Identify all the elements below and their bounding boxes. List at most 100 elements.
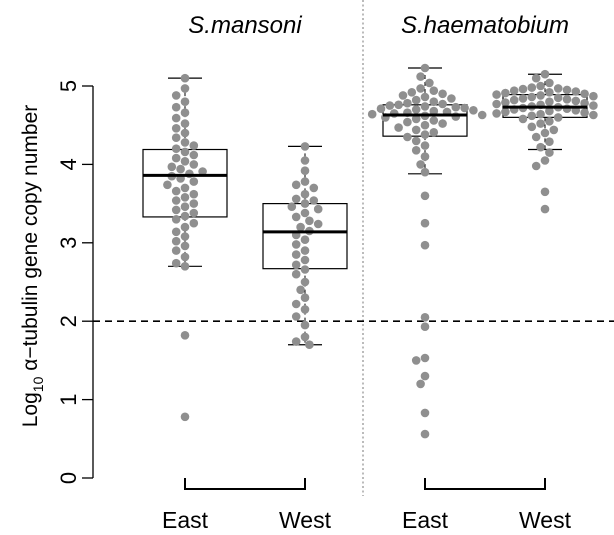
data-point xyxy=(291,180,301,190)
data-point xyxy=(376,104,386,113)
data-point xyxy=(501,107,510,117)
data-point xyxy=(180,108,190,117)
data-point xyxy=(171,196,181,205)
category-label: West xyxy=(519,507,572,533)
data-point xyxy=(180,412,190,422)
data-point xyxy=(313,204,323,214)
data-point xyxy=(180,157,190,166)
box-group-s-mansoni-west xyxy=(262,142,348,350)
data-point xyxy=(420,167,430,177)
data-point xyxy=(411,95,421,105)
data-point xyxy=(545,88,554,97)
data-point xyxy=(180,222,190,232)
data-point xyxy=(171,153,181,163)
data-point xyxy=(540,156,550,165)
data-point xyxy=(180,241,190,251)
box-group-s-haematobium-east xyxy=(367,63,487,439)
data-point xyxy=(367,109,377,119)
data-point xyxy=(180,73,190,83)
data-point xyxy=(300,156,310,165)
data-point xyxy=(438,89,447,99)
data-point xyxy=(562,95,572,104)
data-point xyxy=(309,183,319,193)
data-point xyxy=(416,160,425,169)
data-point xyxy=(531,132,541,142)
data-point xyxy=(176,164,185,174)
data-point xyxy=(309,196,319,205)
data-point xyxy=(300,320,310,330)
data-point xyxy=(549,125,559,135)
y-tick-label: 4 xyxy=(56,158,81,170)
data-point xyxy=(180,262,190,271)
data-point xyxy=(416,72,425,81)
data-point xyxy=(300,332,310,342)
data-point xyxy=(420,240,430,250)
box-group-s-haematobium-west xyxy=(492,69,598,214)
data-point xyxy=(403,132,412,142)
data-point xyxy=(492,109,501,118)
data-point xyxy=(171,113,181,123)
data-point xyxy=(189,189,199,199)
data-point xyxy=(180,252,190,262)
data-point xyxy=(420,120,430,130)
data-point xyxy=(562,85,572,95)
data-point xyxy=(580,98,589,108)
data-point xyxy=(313,219,323,229)
data-point xyxy=(545,117,554,126)
data-point xyxy=(553,84,563,93)
data-point xyxy=(296,222,305,232)
data-point xyxy=(580,89,589,99)
data-point xyxy=(540,128,550,138)
data-point xyxy=(527,83,537,92)
data-point xyxy=(300,235,310,244)
data-point xyxy=(180,147,190,157)
y-tick-label: 1 xyxy=(56,393,81,405)
data-point xyxy=(527,122,537,132)
data-point xyxy=(420,141,430,150)
data-point xyxy=(411,146,421,155)
data-point xyxy=(518,114,528,124)
data-point xyxy=(501,98,510,107)
data-point xyxy=(300,189,310,199)
data-point xyxy=(189,177,199,186)
data-point xyxy=(407,88,417,97)
data-point xyxy=(420,371,430,381)
axes-layer: 0 1 2 3 4 5 xyxy=(56,0,614,496)
data-point xyxy=(420,152,430,161)
data-point xyxy=(291,250,301,259)
data-point xyxy=(171,215,181,224)
data-point xyxy=(171,258,181,268)
data-point xyxy=(420,353,430,363)
data-point xyxy=(300,246,310,255)
data-point xyxy=(411,114,421,124)
data-point xyxy=(545,148,554,157)
data-point xyxy=(305,340,314,350)
data-point xyxy=(167,162,177,172)
data-point xyxy=(469,106,478,115)
data-point xyxy=(420,130,430,139)
data-point xyxy=(300,166,310,175)
data-layer xyxy=(142,63,598,439)
y-tick-label: 0 xyxy=(56,472,81,484)
data-point xyxy=(385,101,395,110)
category-label: East xyxy=(162,507,209,533)
data-point xyxy=(291,337,301,346)
data-point xyxy=(171,186,181,196)
data-point xyxy=(180,119,190,128)
data-point xyxy=(451,102,461,112)
data-point xyxy=(291,212,301,222)
data-point xyxy=(545,97,554,106)
data-point xyxy=(189,150,199,160)
category-label: East xyxy=(402,507,449,533)
data-point xyxy=(287,202,297,211)
data-point xyxy=(180,97,190,106)
y-tick-label: 2 xyxy=(56,315,81,327)
data-point xyxy=(189,160,199,169)
data-point xyxy=(540,204,550,214)
data-point xyxy=(180,202,190,211)
data-point xyxy=(477,110,487,120)
data-point xyxy=(300,265,310,274)
data-point xyxy=(180,193,190,202)
data-point xyxy=(571,87,581,96)
